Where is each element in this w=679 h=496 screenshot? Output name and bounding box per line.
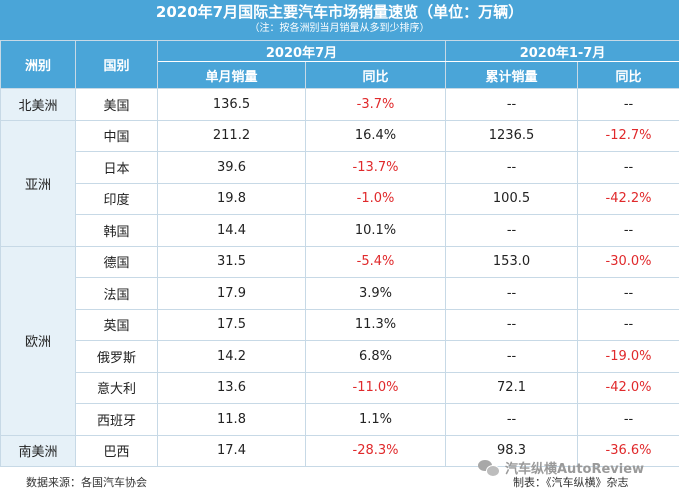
- monthly-cell: 11.8: [157, 403, 306, 436]
- sales-table: 洲别 国别 2020年7月 2020年1-7月 单月销量 同比 累计销量 同比 …: [0, 40, 679, 467]
- cumulative-cell: --: [445, 88, 579, 121]
- header-yoy: 同比: [304, 61, 447, 89]
- continent-cell: 南美洲: [0, 434, 76, 467]
- table-row: 西班牙 11.8 1.1% -- --: [1, 403, 679, 436]
- country-cell: 英国: [75, 308, 158, 341]
- watermark: 汽车纵横AutoReview: [478, 458, 644, 477]
- yoy-ytd-cell: -19.0%: [577, 340, 679, 373]
- yoy-cell: -28.3%: [304, 434, 447, 467]
- country-cell: 法国: [75, 277, 158, 310]
- country-cell: 俄罗斯: [75, 340, 158, 373]
- monthly-cell: 19.8: [157, 182, 306, 215]
- yoy-cell: 16.4%: [304, 119, 447, 152]
- yoy-ytd-cell: --: [577, 403, 679, 436]
- yoy-cell: -11.0%: [304, 371, 447, 404]
- monthly-cell: 17.5: [157, 308, 306, 341]
- data-source-note: 数据来源：各国汽车协会: [26, 476, 147, 489]
- header-row-group: 洲别 国别 2020年7月 2020年1-7月: [0, 40, 679, 89]
- country-cell: 韩国: [75, 214, 158, 247]
- yoy-ytd-cell: --: [577, 277, 679, 310]
- table-row: 南美洲 巴西 17.4 -28.3% 98.3 -36.6%: [0, 434, 679, 467]
- table-row: 印度 19.8 -1.0% 100.5 -42.2%: [1, 182, 679, 215]
- table-row: 欧洲 德国 31.5 -5.4% 153.0 -30.0%: [0, 245, 679, 436]
- yoy-ytd-cell: -42.0%: [577, 371, 679, 404]
- yoy-cell: 1.1%: [304, 403, 447, 436]
- monthly-cell: 17.9: [157, 277, 306, 310]
- cumulative-cell: --: [445, 340, 579, 373]
- watermark-text: 汽车纵横AutoReview: [505, 462, 645, 477]
- yoy-ytd-cell: -36.6%: [577, 434, 679, 467]
- monthly-cell: 13.6: [157, 371, 306, 404]
- cumulative-cell: 98.3: [445, 434, 579, 467]
- cumulative-cell: --: [445, 214, 579, 247]
- monthly-cell: 17.4: [157, 434, 306, 467]
- yoy-cell: 6.8%: [304, 340, 447, 373]
- table-row: 北美洲 美国 136.5 -3.7% -- --: [0, 88, 679, 121]
- monthly-cell: 136.5: [157, 88, 306, 121]
- header-continent: 洲别: [0, 40, 76, 89]
- cumulative-cell: --: [445, 277, 579, 310]
- continent-cell: 欧洲: [0, 245, 76, 436]
- table-row: 意大利 13.6 -11.0% 72.1 -42.0%: [1, 371, 679, 404]
- yoy-ytd-cell: --: [577, 308, 679, 341]
- header-group-ytd: 2020年1-7月: [445, 40, 679, 62]
- header-monthly-sales: 单月销量: [157, 61, 306, 89]
- country-cell: 印度: [75, 182, 158, 215]
- yoy-ytd-cell: -42.2%: [577, 182, 679, 215]
- title-bar: 2020年7月国际主要汽车市场销量速览（单位：万辆） （注：按各洲别当月销量从多…: [0, 0, 679, 40]
- country-cell: 德国: [75, 245, 158, 278]
- cumulative-cell: 153.0: [445, 245, 579, 278]
- country-cell: 意大利: [75, 371, 158, 404]
- table-note: （注：按各洲别当月销量从多到少排序）: [249, 23, 430, 34]
- yoy-ytd-cell: --: [577, 88, 679, 121]
- country-cell: 日本: [75, 151, 158, 184]
- table-row: 英国 17.5 11.3% -- --: [1, 308, 679, 341]
- header-cumulative-sales: 累计销量: [445, 61, 579, 89]
- yoy-cell: -3.7%: [304, 88, 447, 121]
- header-country: 国别: [75, 40, 158, 89]
- yoy-ytd-cell: -12.7%: [577, 119, 679, 152]
- cumulative-cell: 72.1: [445, 371, 579, 404]
- cumulative-cell: 1236.5: [445, 119, 579, 152]
- table-row: 法国 17.9 3.9% -- --: [1, 277, 679, 310]
- country-cell: 巴西: [75, 434, 158, 467]
- yoy-cell: 11.3%: [304, 308, 447, 341]
- cumulative-cell: --: [445, 151, 579, 184]
- header-yoy-ytd: 同比: [577, 61, 679, 89]
- monthly-cell: 14.2: [157, 340, 306, 373]
- monthly-cell: 31.5: [157, 245, 306, 278]
- continent-cell: 亚洲: [0, 119, 76, 247]
- header-row-sub: 单月销量 同比 累计销量 同比: [0, 61, 679, 89]
- yoy-cell: -13.7%: [304, 151, 447, 184]
- cumulative-cell: 100.5: [445, 182, 579, 215]
- table-row: 韩国 14.4 10.1% -- --: [1, 214, 679, 247]
- monthly-cell: 14.4: [157, 214, 306, 247]
- yoy-ytd-cell: --: [577, 151, 679, 184]
- cumulative-cell: --: [445, 308, 579, 341]
- table-row: 俄罗斯 14.2 6.8% -- -19.0%: [1, 340, 679, 373]
- yoy-cell: 10.1%: [304, 214, 447, 247]
- yoy-ytd-cell: -30.0%: [577, 245, 679, 278]
- table-row: 亚洲 中国 211.2 16.4% 1236.5 -12.7%: [0, 119, 679, 247]
- table-maker-note: 制表：《汽车纵横》杂志: [513, 476, 629, 489]
- monthly-cell: 211.2: [157, 119, 306, 152]
- yoy-cell: 3.9%: [304, 277, 447, 310]
- table-row: 日本 39.6 -13.7% -- --: [1, 151, 679, 184]
- yoy-cell: -1.0%: [304, 182, 447, 215]
- country-cell: 美国: [75, 88, 158, 121]
- yoy-ytd-cell: --: [577, 214, 679, 247]
- yoy-cell: -5.4%: [304, 245, 447, 278]
- wechat-icon: [478, 459, 500, 477]
- header-group-month: 2020年7月: [156, 40, 447, 62]
- cumulative-cell: --: [445, 403, 579, 436]
- country-cell: 中国: [75, 119, 158, 152]
- country-cell: 西班牙: [75, 403, 158, 436]
- monthly-cell: 39.6: [157, 151, 306, 184]
- table-title: 2020年7月国际主要汽车市场销量速览（单位：万辆）: [155, 3, 524, 21]
- continent-cell: 北美洲: [0, 88, 76, 121]
